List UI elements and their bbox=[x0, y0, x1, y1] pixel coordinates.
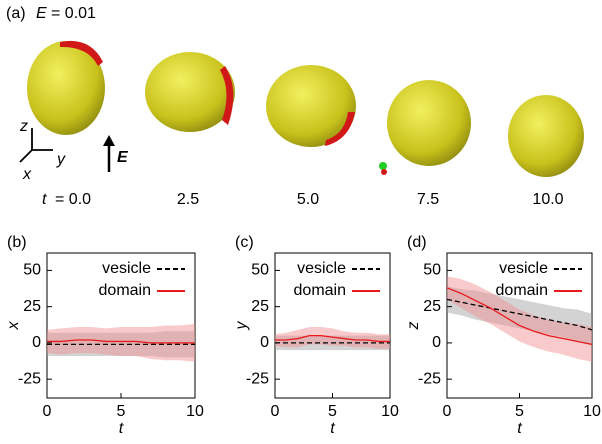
vesicle-image bbox=[145, 52, 235, 132]
time-symbol: t bbox=[42, 191, 47, 208]
time-label: 2.5 bbox=[177, 191, 199, 208]
time-label: = 0.0 bbox=[55, 191, 91, 208]
field-arrow-label: E bbox=[117, 149, 129, 166]
legend-label: vesicle bbox=[102, 260, 151, 277]
time-label: 7.5 bbox=[417, 191, 439, 208]
y-axis-label: y bbox=[233, 321, 250, 331]
y-tick-label: 25 bbox=[423, 298, 441, 315]
y-tick-label: -25 bbox=[246, 370, 269, 387]
y-tick-label: 50 bbox=[251, 262, 269, 279]
y-tick-label: 50 bbox=[23, 262, 41, 279]
legend-label: domain bbox=[294, 282, 346, 299]
y-tick-label: -25 bbox=[418, 370, 441, 387]
domain-patch bbox=[220, 66, 234, 125]
y-tick-label: 0 bbox=[32, 334, 41, 351]
panel-label: (b) bbox=[7, 234, 27, 251]
y-tick-label: 0 bbox=[432, 334, 441, 351]
domain-patch bbox=[325, 112, 355, 146]
vesicle-image bbox=[266, 65, 356, 147]
x-tick-label: 10 bbox=[381, 403, 399, 420]
lipid-cluster bbox=[379, 162, 387, 170]
x-tick-label: 10 bbox=[186, 403, 204, 420]
y-tick-label: 50 bbox=[423, 262, 441, 279]
x-tick-label: 5 bbox=[328, 403, 337, 420]
x-axis-label: t bbox=[330, 420, 335, 437]
x-tick-label: 0 bbox=[43, 403, 52, 420]
time-label: 5.0 bbox=[297, 191, 319, 208]
y-axis-label: x bbox=[5, 321, 22, 331]
series-line bbox=[446, 298, 593, 331]
legend-label: vesicle bbox=[499, 260, 548, 277]
axis-x: x bbox=[22, 166, 32, 183]
error-band bbox=[447, 276, 592, 362]
field-symbol: E bbox=[36, 5, 47, 22]
x-axis-label: t bbox=[517, 420, 522, 437]
y-tick-label: 25 bbox=[23, 298, 41, 315]
time-label: 10.0 bbox=[532, 191, 563, 208]
x-axis-label: t bbox=[119, 420, 124, 437]
y-tick-label: -25 bbox=[18, 370, 41, 387]
error-band bbox=[47, 324, 195, 362]
y-tick-label: 0 bbox=[260, 334, 269, 351]
field-arrowhead bbox=[103, 135, 115, 146]
panel-label: (c) bbox=[235, 234, 254, 251]
x-tick-label: 0 bbox=[443, 403, 452, 420]
field-value: = 0.01 bbox=[51, 5, 96, 22]
vesicle-image bbox=[508, 95, 584, 177]
lipid-cluster bbox=[381, 169, 387, 175]
legend-label: domain bbox=[496, 282, 548, 299]
series-line bbox=[47, 339, 195, 344]
legend-label: domain bbox=[99, 282, 151, 299]
x-tick-label: 0 bbox=[271, 403, 280, 420]
y-axis-label: z bbox=[405, 322, 422, 331]
axes-triad bbox=[19, 128, 53, 163]
series-line bbox=[275, 335, 390, 343]
axis-z: z bbox=[19, 118, 28, 135]
series-line bbox=[446, 287, 593, 345]
error-band bbox=[447, 286, 592, 346]
error-band bbox=[275, 326, 390, 349]
vesicle-image bbox=[387, 80, 471, 166]
legend-label: vesicle bbox=[297, 260, 346, 277]
vesicle-image bbox=[27, 41, 105, 135]
x-tick-label: 5 bbox=[117, 403, 126, 420]
y-tick-label: 25 bbox=[251, 298, 269, 315]
axis-y: y bbox=[56, 151, 66, 168]
x-tick-label: 5 bbox=[515, 403, 524, 420]
domain-patch bbox=[60, 40, 103, 66]
vesicles bbox=[27, 40, 584, 177]
x-tick-label: 10 bbox=[583, 403, 601, 420]
panel-label: (d) bbox=[407, 234, 427, 251]
panel-label: (a) bbox=[6, 5, 26, 22]
